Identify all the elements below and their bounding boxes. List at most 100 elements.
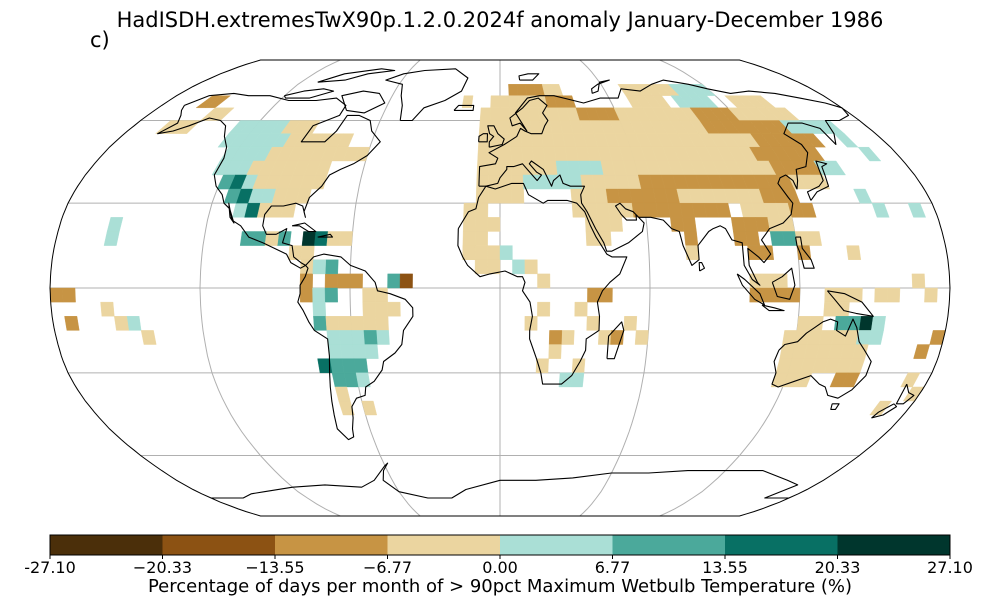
grid-cell: [913, 344, 930, 359]
grid-cell: [461, 95, 474, 109]
grid-cell: [802, 133, 826, 148]
coastline: [698, 262, 706, 272]
grid-cell: [730, 217, 746, 232]
grid-cell: [50, 287, 64, 303]
coastline: [385, 68, 469, 122]
grid-cell: [362, 287, 376, 303]
coastline: [518, 73, 540, 81]
coastline: [736, 273, 766, 306]
grid-cell: [114, 316, 129, 331]
grid-cell: [350, 316, 365, 331]
grid-cell: [475, 202, 489, 218]
grid-cell: [487, 245, 501, 260]
grid-cell: [387, 273, 401, 289]
grid-cell: [100, 301, 115, 317]
grid-cell: [623, 316, 638, 331]
grid-cell: [902, 386, 925, 402]
grid-cell: [796, 316, 812, 331]
colorbar-swatch: [50, 535, 163, 555]
grid-cell: [490, 95, 501, 109]
grid-cell: [524, 259, 538, 275]
grid-cell: [477, 146, 490, 162]
coastline: [771, 318, 872, 399]
grid-cell: [499, 107, 511, 121]
grid-cell: [312, 301, 327, 317]
grid-cell: [499, 160, 512, 176]
grid-cell: [869, 400, 893, 416]
grid-cell: [733, 231, 748, 246]
grid-cell: [511, 174, 524, 190]
grid-cell: [548, 330, 563, 345]
coastline: [826, 290, 874, 317]
grid-cell: [475, 217, 489, 232]
grid-cell: [597, 217, 611, 232]
grid-cell: [510, 133, 522, 148]
grid-cell: [487, 259, 501, 275]
grid-cell: [634, 330, 649, 345]
coastline: [830, 403, 840, 410]
grid-cell: [327, 344, 343, 359]
grid-cell: [517, 95, 529, 109]
anomaly-cells: [50, 84, 946, 416]
grid-cell: [682, 217, 697, 232]
grid-cell: [325, 316, 340, 331]
coastlines: [157, 68, 915, 499]
grid-cell: [607, 202, 622, 218]
colorbar-swatch: [162, 535, 276, 555]
grid-cell: [568, 174, 583, 190]
grid-cell: [599, 287, 613, 303]
grid-cell: [223, 188, 242, 204]
grid-cell: [374, 301, 389, 317]
grid-cell: [598, 330, 612, 345]
grid-cell: [474, 259, 488, 275]
grid-cell: [846, 245, 862, 260]
grid-cell: [533, 160, 547, 176]
grid-cell: [499, 188, 513, 204]
colorbar-tick-label: −20.33: [132, 558, 193, 577]
grid-cell: [474, 245, 488, 260]
grid-cell: [376, 330, 390, 345]
grid-cell: [126, 316, 142, 331]
grid-cell: [299, 273, 313, 289]
panel-label: c): [90, 28, 110, 52]
coastline: [478, 133, 489, 143]
grid-cell: [487, 188, 501, 204]
grid-cell: [340, 344, 355, 359]
grid-cell: [355, 372, 371, 388]
grid-cell: [361, 400, 378, 416]
colorbar-tick-label: −6.77: [362, 558, 413, 577]
grid-cell: [280, 202, 297, 218]
coastline: [283, 88, 335, 99]
grid-cell: [106, 217, 124, 232]
grid-cell: [605, 188, 621, 204]
grid-cell: [301, 231, 317, 246]
grid-cell: [326, 231, 341, 246]
grid-cell: [313, 316, 327, 331]
grid-cell: [543, 146, 557, 162]
grid-cell: [375, 316, 389, 331]
coastline: [341, 90, 386, 114]
grid-cell: [338, 316, 352, 331]
grid-cell: [799, 202, 817, 218]
grid-cell: [363, 330, 378, 345]
colorbar-tick-label: 27.10: [927, 558, 973, 577]
grid-cell: [499, 120, 511, 134]
grid-cell: [521, 146, 534, 162]
colorbar-swatch: [725, 535, 838, 555]
grid-cell: [479, 107, 491, 121]
colorbar-tick-label: 13.55: [702, 558, 748, 577]
grid-cell: [833, 316, 849, 331]
grid-cell: [532, 146, 546, 162]
grid-cell: [582, 188, 597, 204]
grid-cell: [761, 287, 776, 303]
grid-cell: [326, 330, 341, 345]
coastline: [795, 236, 815, 269]
coastline: [895, 383, 915, 405]
grid-cell: [463, 202, 477, 218]
grid-cell: [508, 84, 519, 96]
grid-cell: [871, 202, 890, 218]
grid-cell: [685, 245, 700, 260]
colorbar-tick-label: -27.10: [24, 558, 76, 577]
grid-cell: [352, 344, 367, 359]
grid-cell: [462, 245, 476, 260]
